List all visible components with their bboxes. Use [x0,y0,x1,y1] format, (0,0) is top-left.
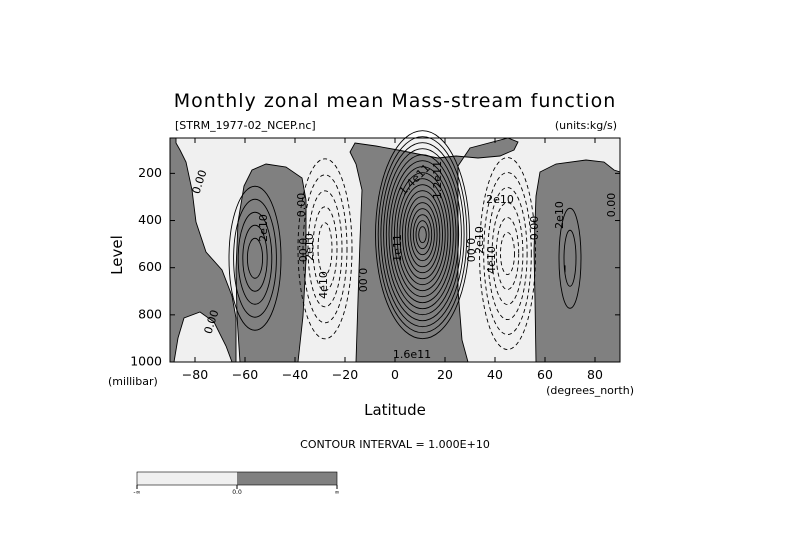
zero-line-3 [349,137,519,363]
x-tick-label: 60 [537,367,553,382]
hadley-cell-contour-2 [377,136,468,334]
contour-label: 1.2e11 [431,161,444,199]
contour-label: 0.00 [528,216,541,241]
zero-line-4 [533,159,621,363]
contour-label: 2e10 [553,201,566,229]
x-tick-label: 80 [587,367,603,382]
colorbar-segment [137,472,237,485]
x-tick-label: −60 [232,367,258,382]
contour-label: 0.00 [605,193,618,218]
y-tick-label: 800 [138,306,162,321]
contour-label: 4e10 [317,271,330,299]
y-tick-label: 200 [138,165,162,180]
hadley-cell-contour-15 [412,214,433,256]
contour-label: 0.00 [464,238,477,263]
hadley-cell-contour-7 [391,166,454,304]
x-axis-unit: (degrees_north) [546,384,634,397]
contour-label: 0.00 [356,268,369,293]
north-positive-cell-contour-2 [563,229,577,287]
contour-lines: 0.000.000.000.000.00 0.000.000.002e102e10… [169,130,621,363]
hadley-cell-contour-10 [399,184,446,286]
y-tick-label: 1000 [130,354,162,369]
y-axis-label: Level [108,235,126,275]
contour-label: 2e10 [486,193,514,206]
colorbar-segment [237,472,337,485]
x-tick-label: −80 [182,367,208,382]
positive-region-1 [170,138,236,362]
axis-ticks: −80 −60 −40 −20 0 20 40 60 80 200 400 600 800 1000 [130,138,620,382]
y-tick-label: 600 [138,259,162,274]
contour-label: 0.00 [295,193,308,218]
contour-label: 0.00 [296,238,309,263]
north-negative-cell-contour-2 [483,172,532,335]
contour-label: 1e11 [391,234,404,262]
north-negative-cell-contour-5 [495,217,520,290]
x-tick-label: −20 [332,367,358,382]
hadley-cell-contour-13 [407,202,438,268]
contour-label: 2e10 [257,214,270,242]
hadley-cell-contour-3 [380,142,465,328]
south-negative-cell-contour-4 [312,206,338,292]
contour-interval-label: CONTOUR INTERVAL = 1.000E+10 [300,438,490,451]
x-tick-label: 20 [437,367,453,382]
colorbar: -∞ 0.0 ∞ [133,471,340,496]
x-tick-label: 40 [487,367,503,382]
south-positive-cell-contour-2 [233,198,277,318]
south-positive-cell-contour-1 [228,185,282,331]
hadley-cell-contour-4 [383,148,462,322]
hadley-cell-contour-1 [375,130,470,340]
y-tick-label: 400 [138,212,162,227]
positive-region-2 [236,164,306,362]
x-tick-label: 0 [391,367,399,382]
north-negative-cell-contour-6 [500,232,515,275]
hadley-cell-contour-17 [418,226,427,244]
north-positive-cell-contour-1 [558,207,582,309]
south-negative-cell-contour-5 [317,222,333,276]
hadley-cell-contour-9 [396,178,449,292]
contour-label: 2e10 [303,233,316,261]
units-label: (units:kg/s) [555,119,617,132]
y-axis-unit: (millibar) [108,375,158,388]
positive-region-4 [534,160,620,362]
hadley-cell-contour-6 [388,160,457,310]
colorbar-label: ∞ [335,489,340,496]
hadley-cell-contour-16 [415,220,430,250]
contour-label: 1.6e11 [393,348,431,361]
south-negative-cell-contour-3 [307,190,343,308]
colorbar-label: -∞ [133,489,140,496]
north-negative-cell-contour-3 [487,187,528,320]
hadley-cell-contour-14 [410,208,435,262]
south-negative-cell-contour-2 [302,174,348,324]
hadley-cell-contour-8 [393,172,452,298]
x-axis-label: Latitude [364,401,426,419]
south-negative-cell-contour-1 [297,158,353,340]
hadley-cell-contour-12 [404,196,441,274]
file-name-label: [STRM_1977-02_NCEP.nc] [175,119,316,132]
chart-title: Monthly zonal mean Mass-stream function [174,90,617,112]
north-negative-cell-contour-1 [479,157,536,350]
contour-label: 2e10 [473,226,486,254]
south-positive-cell-contour-4 [242,224,268,292]
zero-line-2 [235,163,307,363]
south-positive-cell-contour-5 [246,237,264,279]
zero-line-1 [169,138,237,363]
x-tick-label: −40 [282,367,308,382]
south-positive-cell-contour-3 [237,211,273,305]
north-negative-cell-contour-4 [491,202,524,305]
hadley-cell-contour-11 [402,190,443,280]
colorbar-label: 0.0 [232,489,242,496]
contour-label: 4e10 [485,246,498,274]
